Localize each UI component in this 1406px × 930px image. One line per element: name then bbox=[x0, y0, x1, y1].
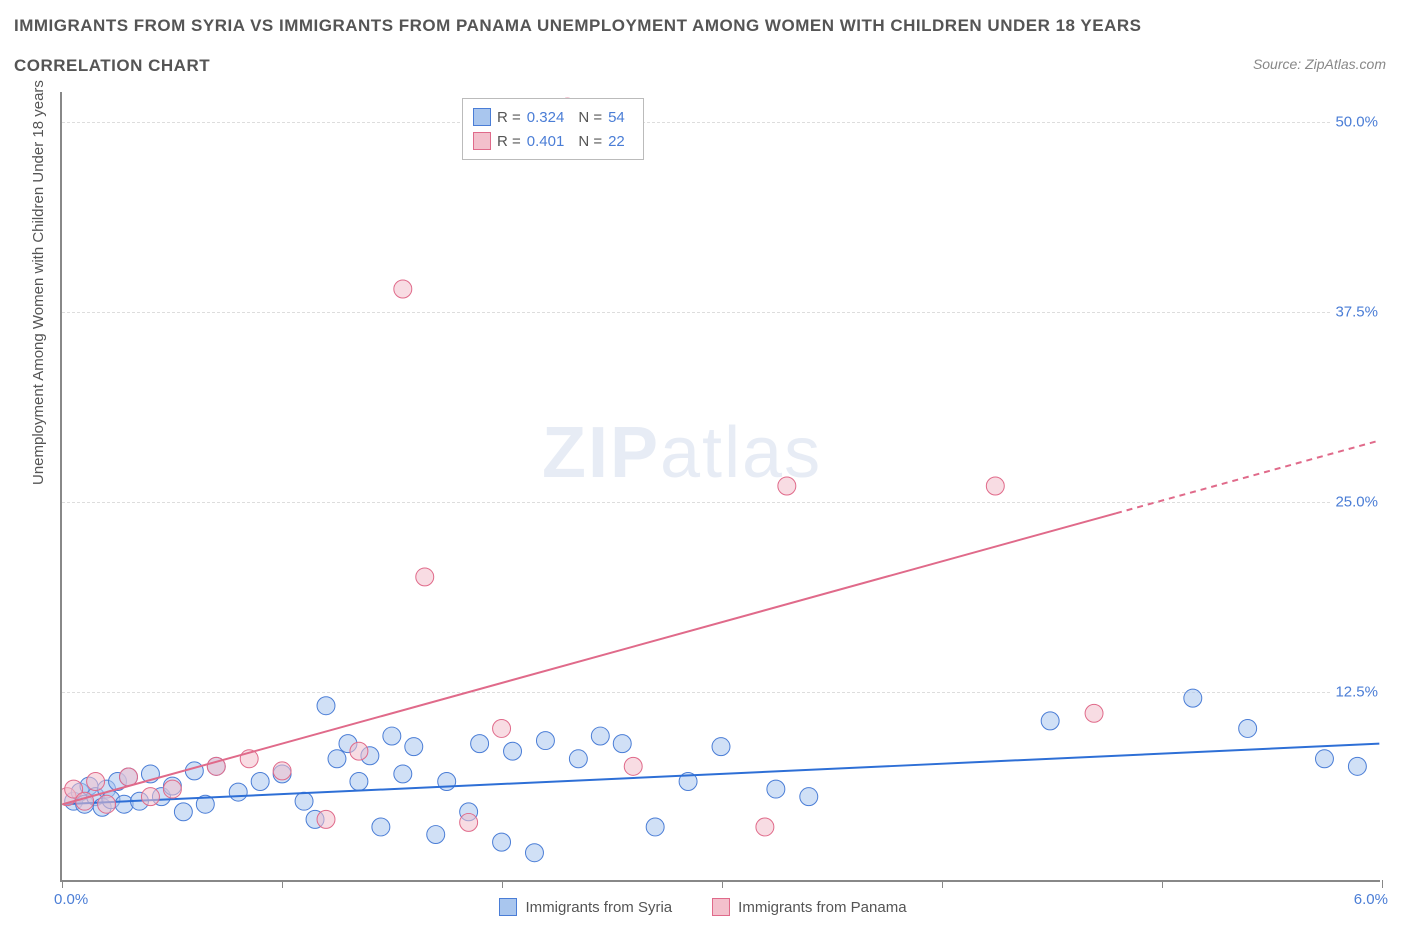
data-point bbox=[591, 727, 609, 745]
data-point bbox=[767, 780, 785, 798]
data-point bbox=[317, 697, 335, 715]
data-point bbox=[120, 768, 138, 786]
data-point bbox=[229, 783, 247, 801]
legend-swatch bbox=[712, 898, 730, 916]
x-tick bbox=[282, 880, 283, 888]
data-point bbox=[76, 792, 94, 810]
chart-svg bbox=[62, 92, 1380, 880]
data-point bbox=[471, 735, 489, 753]
stats-legend-row: R = 0.324 N = 54 bbox=[473, 105, 633, 129]
data-point bbox=[185, 762, 203, 780]
series-legend: Immigrants from Syria Immigrants from Pan… bbox=[0, 898, 1406, 916]
data-point bbox=[1041, 712, 1059, 730]
stat-n-label: N = bbox=[578, 109, 602, 126]
data-point bbox=[460, 813, 478, 831]
x-tick bbox=[62, 880, 63, 888]
data-point bbox=[405, 738, 423, 756]
stats-legend-row: R = 0.401 N = 22 bbox=[473, 129, 633, 153]
chart-title-line1: IMMIGRANTS FROM SYRIA VS IMMIGRANTS FROM… bbox=[14, 16, 1141, 36]
y-axis-title: Unemployment Among Women with Children U… bbox=[30, 80, 47, 485]
data-point bbox=[493, 833, 511, 851]
legend-item: Immigrants from Syria bbox=[499, 898, 672, 916]
trend-line bbox=[63, 513, 1116, 804]
x-tick bbox=[1162, 880, 1163, 888]
source-label: Source: ZipAtlas.com bbox=[1253, 56, 1386, 72]
x-tick bbox=[502, 880, 503, 888]
data-point bbox=[646, 818, 664, 836]
legend-label: Immigrants from Panama bbox=[738, 899, 906, 916]
data-point bbox=[525, 844, 543, 862]
data-point bbox=[394, 280, 412, 298]
data-point bbox=[87, 773, 105, 791]
data-point bbox=[504, 742, 522, 760]
plot-area: ZIPatlas 12.5%25.0%37.5%50.0% 0.0% 6.0% … bbox=[60, 92, 1380, 882]
data-point bbox=[1239, 719, 1257, 737]
data-point bbox=[273, 762, 291, 780]
stat-n-value: 22 bbox=[608, 133, 625, 150]
data-point bbox=[613, 735, 631, 753]
data-point bbox=[756, 818, 774, 836]
data-point bbox=[624, 757, 642, 775]
chart-container: IMMIGRANTS FROM SYRIA VS IMMIGRANTS FROM… bbox=[0, 0, 1406, 930]
data-point bbox=[350, 773, 368, 791]
data-point bbox=[416, 568, 434, 586]
legend-swatch bbox=[473, 132, 491, 150]
data-point bbox=[350, 742, 368, 760]
data-point bbox=[98, 795, 116, 813]
data-point bbox=[1184, 689, 1202, 707]
data-point bbox=[163, 780, 181, 798]
stat-n-label: N = bbox=[578, 133, 602, 150]
stat-n-value: 54 bbox=[608, 109, 625, 126]
data-point bbox=[800, 788, 818, 806]
data-point bbox=[712, 738, 730, 756]
data-point bbox=[394, 765, 412, 783]
x-tick bbox=[1382, 880, 1383, 888]
x-tick bbox=[942, 880, 943, 888]
data-point bbox=[115, 795, 133, 813]
data-point bbox=[328, 750, 346, 768]
data-point bbox=[1085, 704, 1103, 722]
data-point bbox=[141, 788, 159, 806]
data-point bbox=[1315, 750, 1333, 768]
data-point bbox=[493, 719, 511, 737]
stat-r-value: 0.324 bbox=[527, 109, 565, 126]
trend-line-dashed bbox=[1116, 441, 1379, 514]
stat-r-label: R = bbox=[497, 109, 521, 126]
stats-legend: R = 0.324 N = 54 R = 0.401 N = 22 bbox=[462, 98, 644, 160]
data-point bbox=[536, 732, 554, 750]
legend-label: Immigrants from Syria bbox=[525, 899, 672, 916]
stat-r-value: 0.401 bbox=[527, 133, 565, 150]
legend-swatch bbox=[499, 898, 517, 916]
legend-swatch bbox=[473, 108, 491, 126]
x-tick bbox=[722, 880, 723, 888]
data-point bbox=[174, 803, 192, 821]
data-point bbox=[317, 810, 335, 828]
data-point bbox=[569, 750, 587, 768]
legend-item: Immigrants from Panama bbox=[712, 898, 906, 916]
data-point bbox=[427, 826, 445, 844]
chart-title-line2: CORRELATION CHART bbox=[14, 56, 210, 76]
stat-r-label: R = bbox=[497, 133, 521, 150]
data-point bbox=[1348, 757, 1366, 775]
data-point bbox=[295, 792, 313, 810]
data-point bbox=[778, 477, 796, 495]
data-point bbox=[986, 477, 1004, 495]
data-point bbox=[251, 773, 269, 791]
data-point bbox=[383, 727, 401, 745]
data-point bbox=[372, 818, 390, 836]
